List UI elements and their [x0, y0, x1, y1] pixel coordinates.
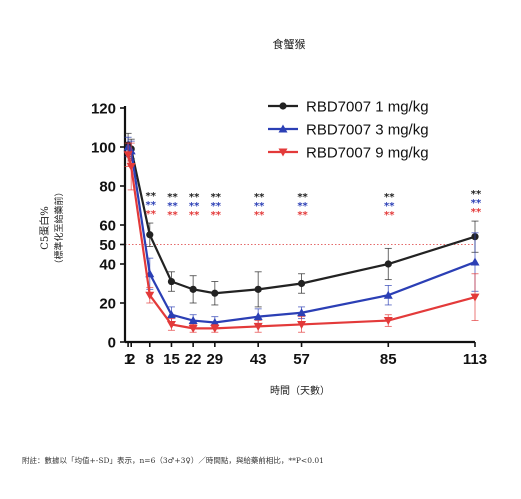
- x-tick-label: 22: [185, 351, 202, 368]
- significance-mark: **: [189, 210, 200, 221]
- significance-mark: **: [254, 201, 265, 212]
- data-point: [383, 317, 393, 326]
- y-axis-sublabel: （標準化至給藥前）: [53, 187, 65, 268]
- x-tick-label: 2: [127, 351, 135, 368]
- data-point: [123, 151, 133, 160]
- y-tick-label: 50: [99, 237, 116, 254]
- data-point: [145, 291, 155, 300]
- significance-mark: **: [471, 189, 482, 200]
- data-point: [126, 163, 136, 171]
- significance-mark: **: [146, 191, 157, 202]
- significance-mark: **: [384, 210, 395, 221]
- data-point: [253, 312, 263, 321]
- data-point: [167, 277, 176, 286]
- data-point: [188, 324, 198, 333]
- significance-mark: **: [189, 201, 200, 212]
- data-point: [166, 320, 176, 329]
- series-3: [123, 142, 480, 333]
- significance-mark: **: [146, 209, 157, 220]
- significance-mark: **: [146, 200, 157, 211]
- data-point: [278, 124, 288, 133]
- data-point: [279, 102, 287, 110]
- data-point: [189, 285, 197, 293]
- x-tick-label: 43: [250, 351, 267, 368]
- y-tick-label: 80: [99, 179, 116, 196]
- data-point: [297, 279, 306, 288]
- legend-label: RBD7007 1 mg/kg: [306, 99, 429, 116]
- significance-mark: **: [297, 201, 308, 212]
- data-point: [188, 316, 198, 325]
- significance-mark: **: [297, 210, 308, 221]
- legend-entry-1: RBD7007 1 mg/kg: [268, 99, 429, 116]
- x-tick-label: 29: [206, 351, 223, 368]
- x-axis-label: 時間（天數）: [270, 384, 330, 397]
- legend-entry-2: RBD7007 3 mg/kg: [268, 122, 429, 139]
- significance-mark: **: [211, 210, 222, 221]
- significance-mark: **: [254, 210, 265, 221]
- footnote: 附註：數據以「均值+-SD」表示，n=6（3♂+3♀）／時間點，與給藥前相比，*…: [22, 456, 324, 465]
- x-tick-label: 113: [463, 351, 487, 368]
- data-point: [211, 289, 219, 297]
- x-tick-label: 85: [380, 351, 397, 368]
- significance-mark: **: [254, 192, 265, 203]
- data-point: [278, 148, 288, 157]
- series-2: [123, 136, 480, 329]
- y-tick-label: 100: [91, 140, 116, 157]
- data-point: [383, 290, 393, 299]
- data-point: [297, 320, 307, 329]
- data-point: [166, 310, 176, 319]
- significance-mark: **: [211, 201, 222, 212]
- series-line: [127, 144, 476, 295]
- significance-mark: **: [471, 198, 482, 209]
- x-tick-label: 57: [293, 351, 310, 368]
- data-point: [210, 324, 220, 333]
- series-line: [127, 146, 476, 324]
- series-line: [127, 154, 476, 330]
- significance-mark: **: [384, 192, 395, 203]
- legend-entry-3: RBD7007 9 mg/kg: [268, 145, 429, 162]
- legend-label: RBD7007 9 mg/kg: [306, 145, 429, 162]
- data-point: [146, 231, 154, 239]
- significance-mark: **: [471, 207, 482, 218]
- data-point: [470, 257, 480, 266]
- y-tick-label: 120: [91, 101, 116, 118]
- significance-mark: **: [167, 210, 178, 221]
- data-point: [384, 260, 392, 268]
- y-tick-label: 0: [108, 335, 116, 352]
- x-tick-label: 8: [146, 351, 154, 368]
- data-point: [253, 322, 263, 331]
- y-axis-label: C5蛋白%: [38, 206, 51, 250]
- significance-mark: **: [297, 192, 308, 203]
- data-point: [297, 308, 307, 317]
- legend-label: RBD7007 3 mg/kg: [306, 122, 429, 139]
- x-tick-label: 15: [163, 351, 180, 368]
- significance-mark: **: [211, 192, 222, 203]
- significance-mark: **: [189, 192, 200, 203]
- significance-mark: **: [384, 201, 395, 212]
- data-point: [470, 293, 480, 302]
- x-tick-label: 1: [124, 351, 132, 368]
- y-tick-label: 60: [99, 218, 116, 235]
- y-tick-label: 20: [99, 296, 116, 313]
- data-point: [254, 285, 262, 293]
- chart-title: 食蟹猴: [273, 37, 306, 51]
- y-tick-label: 40: [99, 257, 116, 274]
- significance-mark: **: [167, 201, 178, 212]
- significance-mark: **: [167, 192, 178, 203]
